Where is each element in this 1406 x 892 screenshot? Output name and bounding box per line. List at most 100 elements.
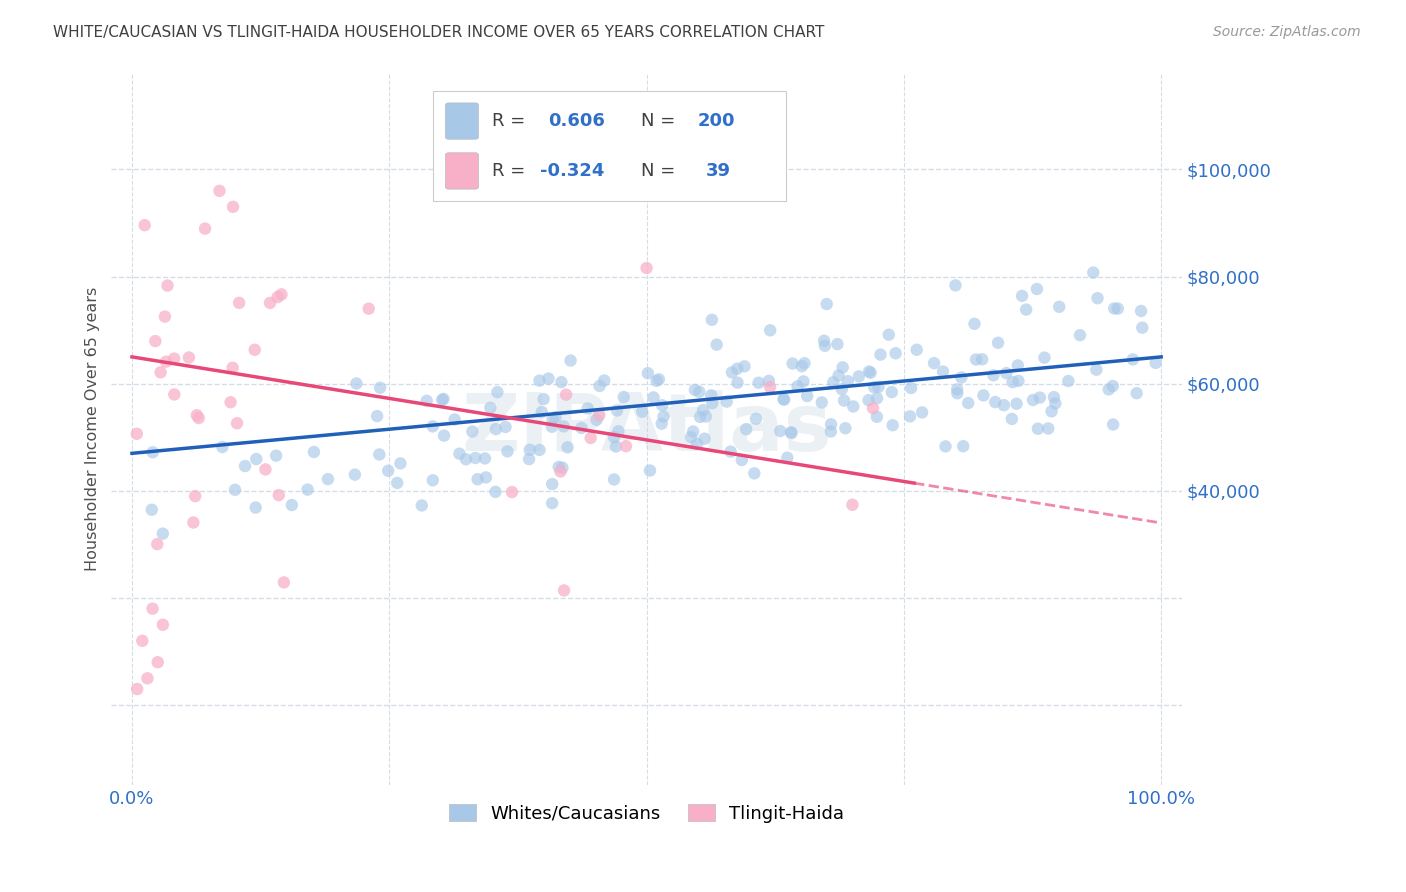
Point bbox=[245, 452, 267, 467]
Point bbox=[727, 376, 749, 390]
Point bbox=[389, 456, 412, 470]
Text: R =: R = bbox=[492, 112, 531, 129]
Point bbox=[243, 343, 266, 357]
Point bbox=[607, 425, 630, 439]
Point bbox=[550, 464, 572, 478]
Point bbox=[945, 278, 967, 293]
Point bbox=[946, 382, 969, 396]
Point bbox=[266, 290, 288, 304]
Point bbox=[603, 473, 626, 487]
Point bbox=[1033, 351, 1056, 365]
Point bbox=[553, 419, 575, 434]
Point bbox=[454, 452, 477, 467]
Point bbox=[550, 375, 572, 389]
FancyBboxPatch shape bbox=[446, 153, 478, 189]
Point bbox=[553, 583, 575, 598]
Point bbox=[433, 428, 456, 442]
Point bbox=[245, 500, 267, 515]
Point bbox=[208, 184, 231, 198]
Point bbox=[467, 472, 489, 486]
Point bbox=[495, 420, 517, 434]
Point bbox=[571, 421, 593, 435]
Point bbox=[443, 412, 465, 426]
Point bbox=[780, 425, 803, 440]
Point bbox=[449, 447, 471, 461]
Point bbox=[136, 671, 159, 685]
Point bbox=[773, 392, 796, 407]
Point bbox=[790, 359, 813, 374]
Point bbox=[848, 369, 870, 384]
Point bbox=[281, 498, 304, 512]
Text: R =: R = bbox=[492, 161, 531, 179]
Point bbox=[950, 370, 973, 384]
Point bbox=[530, 405, 553, 419]
Point bbox=[987, 335, 1010, 350]
Point bbox=[716, 394, 738, 409]
Point bbox=[745, 411, 768, 425]
Point bbox=[820, 417, 842, 432]
Point bbox=[932, 365, 955, 379]
Point bbox=[1107, 301, 1129, 316]
Point bbox=[776, 450, 799, 465]
Point bbox=[682, 425, 704, 439]
Point bbox=[264, 449, 287, 463]
Point bbox=[1104, 301, 1126, 316]
Point bbox=[368, 447, 391, 461]
Point bbox=[700, 313, 723, 327]
Point bbox=[184, 489, 207, 503]
Point bbox=[411, 499, 433, 513]
Point bbox=[1102, 417, 1125, 432]
Point bbox=[259, 296, 281, 310]
Point bbox=[131, 633, 153, 648]
Point bbox=[686, 437, 709, 451]
Point bbox=[613, 390, 636, 404]
Point bbox=[882, 418, 904, 433]
Point bbox=[858, 364, 880, 378]
Point bbox=[702, 396, 724, 410]
Point bbox=[156, 278, 179, 293]
Point bbox=[541, 412, 564, 426]
Point bbox=[692, 403, 714, 417]
Point bbox=[651, 398, 673, 412]
Point bbox=[479, 401, 502, 415]
Point bbox=[152, 617, 174, 632]
Point bbox=[735, 422, 758, 436]
Point bbox=[832, 393, 855, 408]
Point bbox=[1025, 282, 1047, 296]
Point bbox=[759, 380, 782, 394]
Point bbox=[820, 425, 842, 439]
Point bbox=[134, 218, 156, 232]
Point bbox=[579, 431, 602, 445]
Point bbox=[796, 389, 818, 403]
Point bbox=[827, 368, 849, 383]
Text: 39: 39 bbox=[706, 161, 731, 179]
Point bbox=[377, 464, 399, 478]
Point bbox=[484, 484, 506, 499]
Point bbox=[1069, 328, 1091, 343]
Point bbox=[631, 405, 654, 419]
Point bbox=[815, 297, 838, 311]
Point bbox=[858, 393, 880, 408]
Text: ZIPAtlas: ZIPAtlas bbox=[461, 390, 832, 468]
Point bbox=[900, 381, 922, 395]
Point bbox=[645, 374, 668, 388]
Point bbox=[186, 409, 208, 423]
Point bbox=[637, 366, 659, 380]
Point bbox=[984, 395, 1007, 409]
Point bbox=[983, 368, 1005, 383]
Point bbox=[1007, 359, 1029, 373]
Point bbox=[519, 442, 541, 457]
Point bbox=[731, 453, 754, 467]
Point bbox=[1047, 300, 1070, 314]
Point bbox=[125, 426, 148, 441]
Point bbox=[748, 376, 770, 390]
Point bbox=[689, 409, 711, 424]
Point bbox=[957, 396, 980, 410]
Point bbox=[270, 287, 292, 301]
Point bbox=[187, 411, 209, 425]
Point bbox=[585, 413, 607, 427]
Y-axis label: Householder Income Over 65 years: Householder Income Over 65 years bbox=[86, 287, 100, 572]
Point bbox=[1029, 391, 1052, 405]
Text: 0.606: 0.606 bbox=[548, 112, 605, 129]
Point bbox=[211, 440, 233, 454]
